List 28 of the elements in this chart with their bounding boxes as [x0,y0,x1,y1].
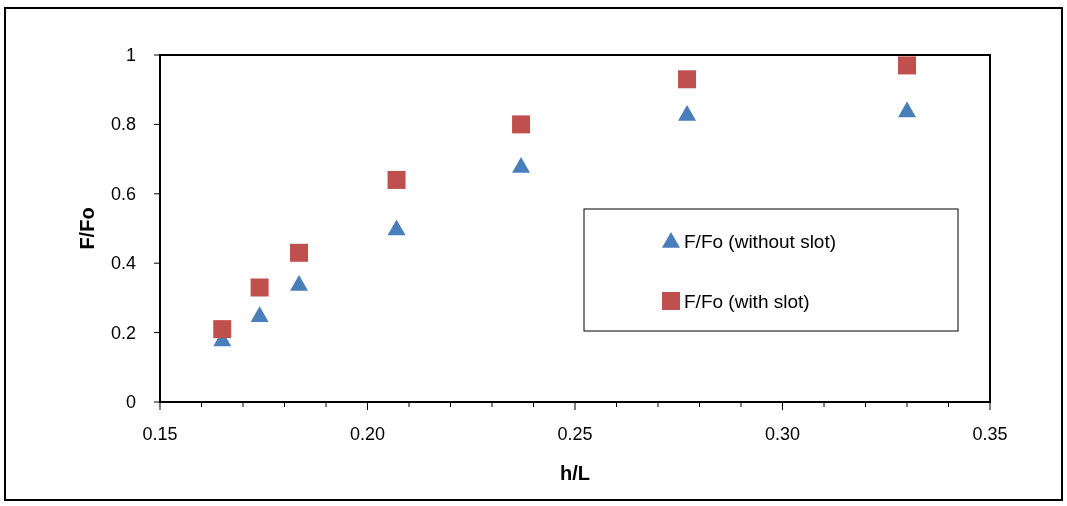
y-tick-label: 0.2 [110,322,136,343]
point [512,115,531,134]
point [290,243,309,262]
point [512,157,531,173]
y-tick-label: 0.4 [110,253,136,274]
point [387,219,406,236]
x-tick-label: 0.30 [764,424,801,444]
x-axis-title: h/L [560,462,590,484]
y-axis-title: F/Fo [76,207,98,250]
point [290,275,309,291]
y-tick-label: 0.6 [110,183,136,204]
point [898,101,916,118]
y-tick-label: 0 [125,392,136,412]
legend-label: F/Fo (with slot) [684,291,810,312]
point [898,56,916,75]
x-tick-label: 0.35 [972,424,1008,444]
point [250,306,269,322]
x-tick-label: 0.25 [557,424,593,444]
point [387,170,406,189]
y-tick-label: 1 [125,45,136,65]
point [678,70,697,89]
legend-label: F/Fo (without slot) [684,231,837,252]
point [213,320,232,339]
x-tick-label: 0.20 [349,424,386,444]
point [250,278,269,297]
text: 0.15 [142,424,178,444]
point [678,104,697,121]
y-tick-label: 0.8 [110,114,136,135]
